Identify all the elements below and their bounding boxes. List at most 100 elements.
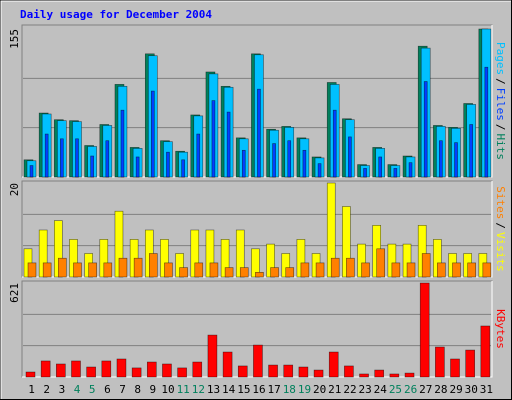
x-tick-label: 5	[89, 383, 96, 396]
bar	[454, 142, 458, 178]
x-tick-label: 29	[449, 383, 462, 396]
bar	[179, 267, 188, 278]
bar	[150, 90, 155, 178]
bar	[224, 267, 234, 278]
x-tick-label: 20	[313, 383, 326, 396]
bar	[270, 267, 279, 278]
legend-separator: /	[494, 124, 507, 131]
legend-entry: Hits	[494, 134, 507, 161]
bar	[421, 253, 431, 278]
bar	[374, 369, 385, 378]
y-max-label: 20	[8, 183, 21, 196]
bar	[209, 262, 219, 278]
bar	[257, 88, 261, 178]
bar	[73, 262, 82, 278]
x-tick-label: 17	[268, 383, 281, 396]
bar	[103, 262, 113, 278]
bar	[404, 372, 415, 378]
bar	[391, 262, 401, 278]
bar	[419, 282, 430, 378]
bar	[317, 163, 322, 178]
bar	[330, 257, 340, 278]
x-tick-label: 1	[28, 383, 35, 396]
bar	[469, 124, 473, 178]
bar	[313, 369, 324, 378]
bar	[480, 325, 491, 378]
bar	[207, 334, 218, 378]
bar	[348, 136, 352, 178]
y-max-label: 621	[8, 283, 21, 303]
bar	[344, 365, 354, 378]
bar	[60, 138, 64, 178]
bar	[298, 366, 309, 378]
bar	[44, 133, 49, 178]
bar	[101, 360, 112, 378]
bar	[211, 100, 216, 178]
x-tick-label: 13	[207, 383, 220, 396]
bar	[363, 168, 367, 178]
bar	[148, 253, 158, 278]
bar	[27, 262, 37, 278]
x-tick-label: 10	[161, 383, 174, 396]
x-tick-label: 9	[150, 383, 157, 396]
x-tick-label: 21	[328, 383, 341, 396]
bar	[105, 140, 110, 178]
x-tick-label: 18	[283, 383, 296, 396]
bar	[467, 262, 476, 278]
bar	[177, 367, 187, 378]
legend-entry: Files	[494, 88, 507, 121]
bar	[315, 262, 325, 278]
legend-entry: Visits	[494, 232, 507, 272]
bar	[116, 358, 127, 378]
bar	[164, 262, 173, 278]
x-tick-label: 19	[298, 383, 311, 396]
bar	[408, 162, 413, 178]
bar	[272, 143, 276, 178]
bar	[241, 149, 246, 178]
x-tick-label: 23	[359, 383, 372, 396]
bar	[166, 151, 170, 178]
bar	[389, 373, 400, 378]
bar	[435, 346, 445, 378]
bar	[268, 364, 278, 378]
bar	[484, 66, 489, 178]
bar	[40, 360, 51, 378]
bar	[118, 257, 128, 278]
bar	[29, 165, 34, 178]
bar	[332, 109, 337, 178]
bar	[181, 159, 185, 178]
bar	[192, 361, 203, 378]
bar	[56, 363, 66, 378]
bar	[482, 262, 492, 278]
bar	[86, 366, 96, 378]
bar	[239, 267, 249, 278]
bar	[465, 349, 475, 378]
x-tick-label: 24	[374, 383, 388, 396]
legend: KBytes	[494, 309, 507, 349]
bar	[42, 262, 52, 278]
bar	[450, 358, 460, 378]
bar	[88, 262, 97, 278]
bar	[120, 109, 125, 178]
x-tick-label: 26	[404, 383, 417, 396]
x-tick-label: 11	[177, 383, 190, 396]
x-tick-label: 30	[465, 383, 478, 396]
bar	[423, 81, 428, 178]
bar	[302, 149, 307, 178]
bar	[131, 367, 142, 378]
bar	[361, 262, 370, 278]
bar	[287, 140, 292, 178]
bar	[452, 262, 461, 278]
bar	[237, 365, 248, 378]
legend-entry: Pages	[494, 42, 507, 75]
legend-entry: KBytes	[494, 309, 507, 349]
legend: Sites / Visits	[494, 186, 507, 272]
legend-separator: /	[494, 78, 507, 85]
bar	[90, 155, 94, 178]
bar	[285, 267, 295, 278]
x-tick-label: 8	[134, 383, 141, 396]
legend-entry: Sites	[494, 186, 507, 219]
bar	[378, 156, 383, 178]
